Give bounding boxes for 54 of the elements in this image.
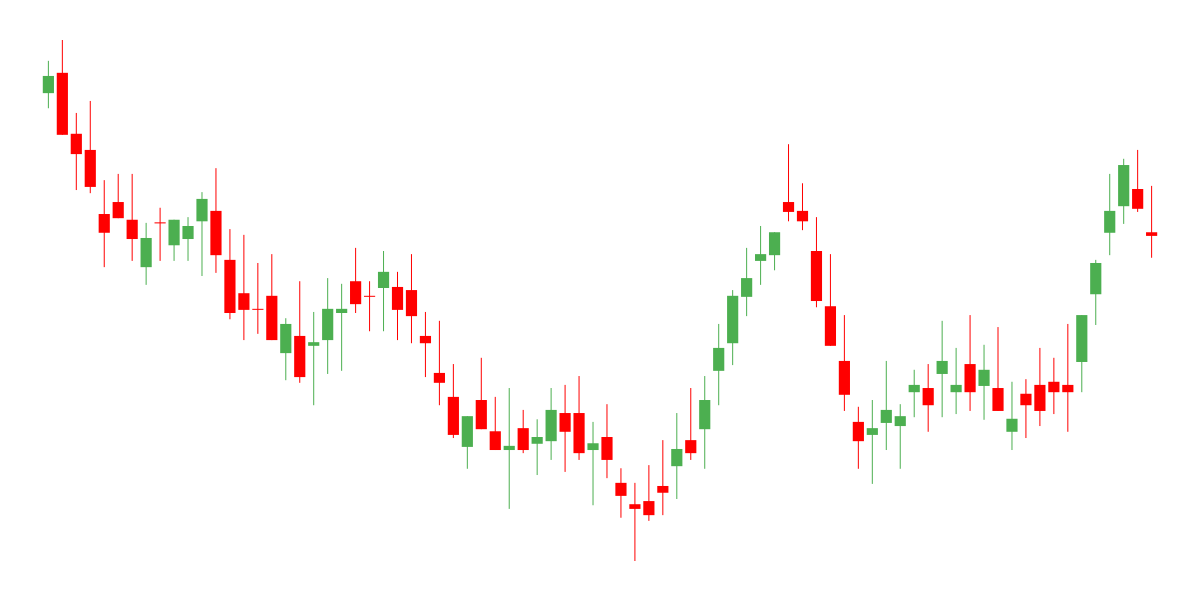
candlestick (42, 60, 54, 109)
candlestick (880, 360, 892, 451)
candlestick (796, 182, 809, 231)
candlestick (531, 418, 543, 476)
candlestick (419, 311, 432, 378)
candlestick (112, 173, 124, 219)
candlestick (126, 173, 138, 262)
candlestick (852, 406, 864, 470)
candlestick (936, 320, 948, 418)
candlestick (629, 482, 641, 562)
candlestick (908, 369, 920, 418)
candlestick (1104, 173, 1116, 256)
candlestick (657, 439, 669, 516)
candlestick (1006, 381, 1018, 451)
candlestick (587, 421, 599, 506)
candlestick (643, 464, 655, 522)
candlestick (182, 216, 194, 262)
candlestick (950, 347, 962, 415)
candlestick (992, 326, 1004, 412)
candlestick (238, 234, 250, 341)
candlestick (741, 247, 753, 317)
candlestick (755, 225, 767, 286)
candlestick (713, 323, 725, 406)
candlestick (922, 363, 934, 433)
candlestick (615, 467, 627, 519)
candlestick (782, 143, 795, 222)
candlestick (894, 403, 906, 470)
candlestick (308, 311, 320, 406)
candlestick (377, 250, 390, 332)
candlestick (1048, 357, 1060, 415)
candlestick (517, 409, 529, 454)
candlestick (252, 262, 264, 335)
candlestick (391, 271, 404, 341)
candlestick (70, 112, 82, 191)
candlestick (601, 403, 613, 479)
candlestick (336, 283, 348, 372)
candlestick (433, 320, 445, 406)
candlestick (1062, 323, 1074, 433)
candlestick (1020, 378, 1032, 439)
candlestick (350, 247, 362, 314)
candlestick (1132, 149, 1144, 213)
candlestick (866, 399, 878, 485)
candlestick (489, 396, 501, 451)
candlestick (559, 384, 571, 473)
candlestick (768, 231, 781, 271)
candlestick (685, 387, 697, 461)
candlestick (196, 191, 208, 277)
candlestick (363, 280, 376, 332)
candlestick (1146, 185, 1158, 259)
candlestick (98, 179, 110, 268)
candlestick (978, 344, 990, 421)
candlestick (503, 387, 515, 510)
candlestick (671, 412, 683, 500)
candlestick (154, 207, 166, 262)
